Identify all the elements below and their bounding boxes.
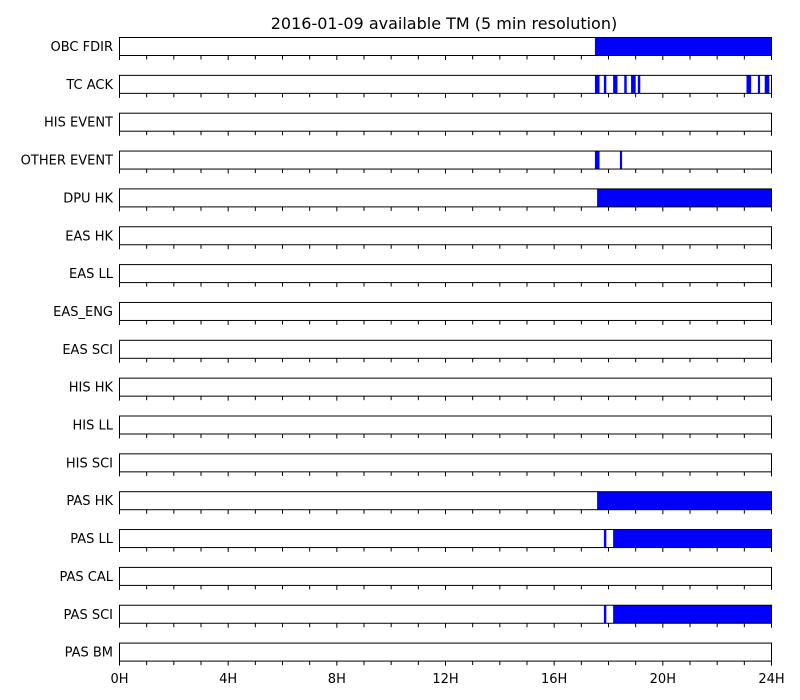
row-frame bbox=[119, 74, 772, 94]
timeline-row: EAS LL bbox=[69, 264, 772, 288]
row-frame bbox=[119, 339, 772, 359]
availability-bar bbox=[597, 491, 772, 510]
availability-bar bbox=[637, 75, 641, 94]
chart-title: 2016-01-09 available TM (5 min resolutio… bbox=[271, 14, 617, 33]
x-axis: 0H 4H 8H 12H 16H 20H 24H bbox=[110, 672, 784, 687]
row-label: HIS EVENT bbox=[44, 116, 113, 131]
timeline-row: OBC FDIR bbox=[51, 37, 772, 60]
row-label: PAS HK bbox=[66, 494, 113, 509]
timeline-row: OTHER EVENT bbox=[21, 150, 772, 174]
x-tick-label: 0H bbox=[110, 672, 128, 687]
row-label: HIS SCI bbox=[66, 456, 113, 471]
rows-layer: OBC FDIR TC ACK HIS EVENT OTHER EVENT DPU HK… bbox=[21, 37, 772, 666]
row-frame bbox=[119, 453, 772, 473]
x-tick-label: 20H bbox=[650, 672, 676, 687]
x-tick-label: 12H bbox=[432, 672, 458, 687]
availability-bar bbox=[594, 75, 600, 94]
row-frame bbox=[119, 226, 772, 246]
timeline-row: PAS CAL bbox=[60, 566, 772, 590]
timeline-row: HIS SCI bbox=[66, 453, 772, 477]
timeline-row: EAS SCI bbox=[62, 339, 772, 363]
row-label: OTHER EVENT bbox=[21, 154, 113, 169]
timeline-row: HIS EVENT bbox=[44, 112, 772, 136]
row-label: DPU HK bbox=[63, 191, 113, 206]
row-label: EAS LL bbox=[69, 267, 114, 282]
availability-bar bbox=[746, 75, 752, 94]
row-frame bbox=[119, 377, 772, 397]
row-frame bbox=[119, 112, 772, 132]
row-label: OBC FDIR bbox=[51, 40, 114, 55]
timeline-row: HIS LL bbox=[73, 415, 772, 439]
availability-bar bbox=[613, 529, 772, 548]
availability-bar bbox=[631, 75, 636, 94]
row-label: PAS BM bbox=[65, 646, 113, 661]
availability-bar bbox=[619, 151, 623, 170]
timeline-row: PAS BM bbox=[65, 642, 772, 666]
row-frame bbox=[119, 566, 772, 586]
x-tick-label: 4H bbox=[219, 672, 237, 687]
availability-bar bbox=[603, 605, 607, 624]
row-frame bbox=[119, 415, 772, 435]
x-tick-label: 24H bbox=[758, 672, 784, 687]
availability-bar bbox=[613, 75, 618, 94]
timeline-row: TC ACK bbox=[65, 74, 772, 98]
availability-bar bbox=[613, 605, 772, 624]
availability-bar bbox=[764, 75, 770, 94]
row-label: PAS SCI bbox=[64, 608, 113, 623]
timeline-row: PAS LL bbox=[70, 529, 772, 553]
row-frame bbox=[119, 642, 772, 662]
timeline-row: EAS_ENG bbox=[53, 301, 772, 325]
timeline-row: PAS SCI bbox=[64, 604, 772, 628]
row-label: EAS SCI bbox=[62, 343, 113, 358]
availability-bar bbox=[603, 529, 607, 548]
availability-bar bbox=[603, 75, 607, 94]
row-frame bbox=[119, 301, 772, 321]
timeline-row: HIS HK bbox=[69, 377, 772, 401]
row-label: PAS LL bbox=[70, 532, 114, 547]
row-frame bbox=[119, 264, 772, 284]
timeline-row: DPU HK bbox=[63, 188, 772, 212]
availability-bar bbox=[624, 75, 627, 94]
availability-bar bbox=[597, 188, 772, 207]
availability-bar bbox=[594, 37, 772, 56]
row-label: HIS HK bbox=[69, 381, 114, 396]
x-tick-label: 8H bbox=[328, 672, 346, 687]
timeline-row: EAS HK bbox=[65, 226, 772, 250]
row-label: EAS_ENG bbox=[53, 305, 113, 320]
availability-bar bbox=[594, 151, 600, 170]
row-frame bbox=[119, 150, 772, 170]
row-label: EAS HK bbox=[65, 229, 113, 244]
availability-bar bbox=[757, 75, 761, 94]
row-label: PAS CAL bbox=[60, 570, 114, 585]
x-tick-label: 16H bbox=[541, 672, 567, 687]
timeline-row: PAS HK bbox=[66, 491, 772, 515]
row-label: HIS LL bbox=[73, 419, 114, 434]
row-label: TC ACK bbox=[65, 78, 113, 93]
